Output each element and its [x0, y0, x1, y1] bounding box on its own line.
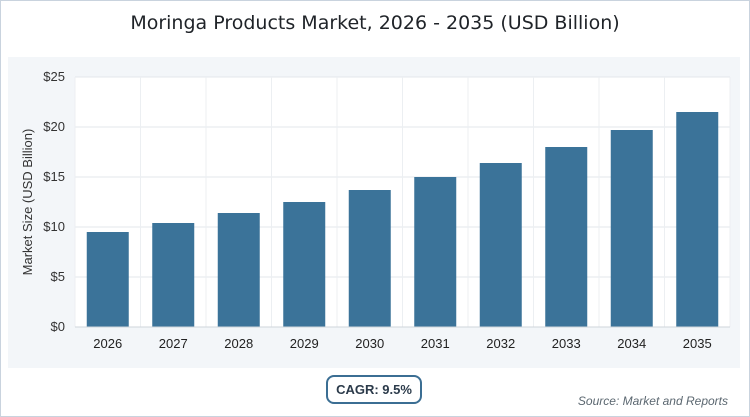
x-tick-label: 2032: [486, 336, 515, 351]
x-tick-label: 2029: [290, 336, 319, 351]
y-tick-label: $0: [51, 319, 65, 334]
x-tick-label: 2026: [93, 336, 122, 351]
x-tick-label: 2028: [224, 336, 253, 351]
y-tick-label: $20: [43, 119, 65, 134]
y-axis-title: Market Size (USD Billion): [20, 129, 35, 276]
x-tick-label: 2033: [552, 336, 581, 351]
bar: [152, 223, 195, 327]
bar: [217, 213, 260, 327]
y-tick-label: $15: [43, 169, 65, 184]
x-tick-label: 2034: [617, 336, 646, 351]
bar: [283, 202, 326, 327]
x-tick-label: 2027: [159, 336, 188, 351]
x-tick-label: 2035: [683, 336, 712, 351]
y-tick-label: $10: [43, 219, 65, 234]
cagr-badge: CAGR: 9.5%: [326, 375, 422, 404]
source-note: Source: Market and Reports: [577, 394, 728, 408]
bar: [86, 232, 129, 327]
bar: [348, 190, 391, 327]
y-tick-label: $25: [43, 69, 65, 84]
bar: [676, 112, 719, 327]
bar: [479, 163, 522, 327]
cagr-label: CAGR: 9.5%: [336, 382, 412, 397]
chart-title: Moringa Products Market, 2026 - 2035 (US…: [130, 12, 620, 34]
bar: [610, 130, 653, 327]
x-tick-label: 2031: [421, 336, 450, 351]
bar: [414, 177, 457, 327]
bar: [545, 147, 588, 327]
x-tick-label: 2030: [355, 336, 384, 351]
y-tick-label: $5: [51, 269, 65, 284]
